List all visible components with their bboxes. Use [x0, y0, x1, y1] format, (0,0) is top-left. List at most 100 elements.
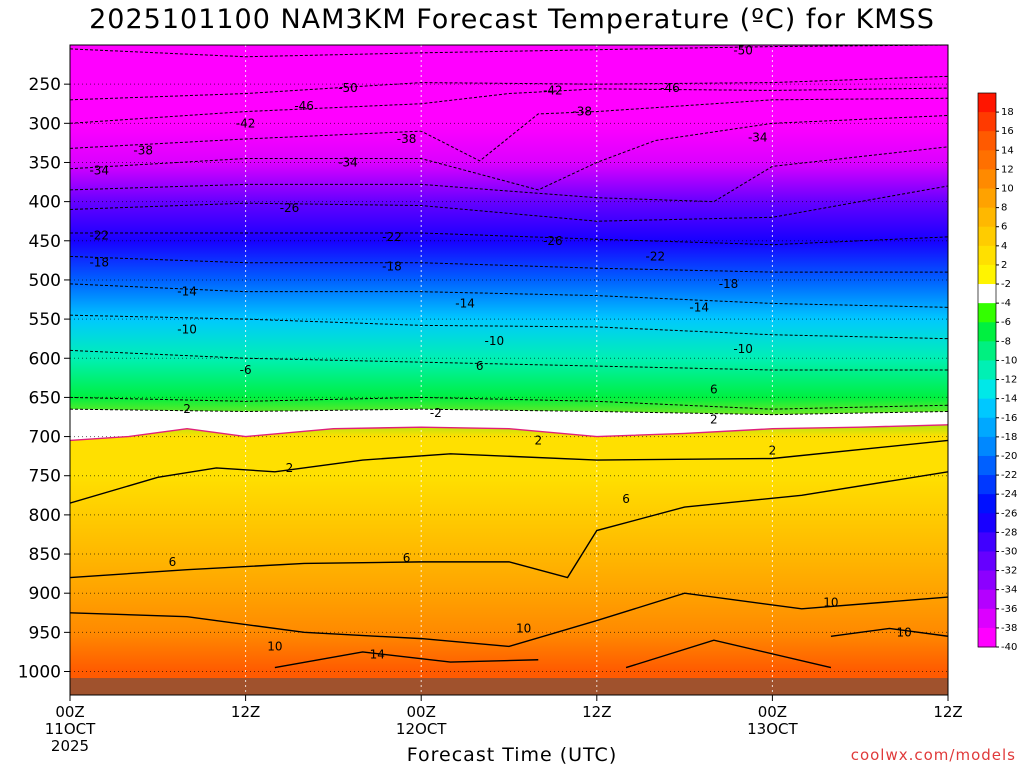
contour-label: -10	[177, 322, 197, 336]
y-tick-label: 300	[29, 114, 61, 134]
colorbar-tick-label: -6	[1001, 317, 1011, 328]
contour-label: -42	[543, 83, 563, 97]
y-tick-label: 400	[29, 193, 61, 213]
contour-label: -46	[660, 81, 680, 95]
colorbar-tick-label: -30	[1001, 546, 1017, 557]
colorbar-swatch	[978, 551, 996, 572]
contour-label: -14	[177, 285, 197, 299]
contour-line	[70, 396, 948, 410]
y-tick-label: 750	[29, 467, 61, 487]
colorbar-swatch	[978, 360, 996, 381]
y-tick-label: 950	[29, 623, 61, 643]
contour-line	[70, 255, 948, 273]
colorbar-tick-label: -38	[1001, 623, 1017, 634]
colorbar-swatch	[978, 93, 996, 113]
colorbar-tick-label: -12	[1001, 375, 1017, 386]
colorbar-swatch	[978, 169, 996, 190]
contour-line	[70, 283, 948, 308]
x-tick-label: 11OCT	[45, 720, 96, 738]
contour-line	[70, 146, 948, 203]
colorbar-swatch	[978, 207, 996, 228]
x-tick-label: 12Z	[933, 703, 962, 721]
contour-label: 10	[267, 639, 282, 653]
colorbar-swatch	[978, 513, 996, 533]
contour-label: -2	[430, 406, 442, 420]
colorbar-tick-label: 18	[1001, 107, 1014, 118]
x-tick-label: 12OCT	[396, 720, 447, 738]
colorbar-swatch	[978, 589, 996, 610]
colorbar-tick-label: -10	[1001, 355, 1017, 366]
colorbar-tick-label: 10	[1001, 184, 1014, 195]
contour-label: -26	[543, 234, 563, 248]
contour-label: 6	[476, 359, 484, 373]
colorbar-swatch	[978, 112, 996, 132]
colorbar-swatch	[978, 608, 996, 629]
colorbar-swatch	[978, 417, 996, 438]
contour-label: -34	[748, 130, 768, 144]
colorbar-tick-label: -8	[1001, 336, 1011, 347]
contour-line	[830, 627, 948, 637]
colorbar-swatch	[978, 532, 996, 552]
x-tick-label: 00Z	[758, 703, 787, 721]
contour-label: 14	[370, 647, 385, 661]
credit-link[interactable]: coolwx.com/models	[850, 746, 1016, 764]
contour-lines	[70, 45, 948, 669]
colorbar-tick-label: -22	[1001, 470, 1017, 481]
contour-line	[70, 424, 948, 442]
colorbar-swatch	[978, 341, 996, 361]
y-tick-label: 600	[29, 349, 61, 369]
y-tick-label: 900	[29, 584, 61, 604]
colorbar-swatch	[978, 455, 996, 476]
contour-label: -38	[133, 144, 153, 158]
x-tick-label: 12Z	[582, 703, 611, 721]
contour-line	[70, 114, 948, 191]
colorbar-tick-label: -40	[1001, 642, 1017, 653]
contour-line	[70, 439, 948, 504]
chart-title: 2025101100 NAM3KM Forecast Temperature (…	[89, 4, 935, 35]
colorbar-tick-label: 6	[1001, 222, 1007, 233]
contour-line	[70, 349, 948, 371]
contour-line	[70, 592, 948, 648]
contour-line	[70, 185, 948, 222]
colorbar: 18 16 14 12 10 8 6 4 2 -2 -4 -6 -8 -10 -12 -14 -16 -18 -20…	[977, 92, 1017, 653]
contour-label: -22	[89, 228, 109, 242]
contour-label: -38	[397, 132, 417, 146]
contour-label: -10	[485, 334, 505, 348]
y-tick-label: 500	[29, 271, 61, 291]
y-tick-label: 250	[29, 75, 61, 95]
contour-label: 6	[622, 492, 630, 506]
colorbar-swatch	[978, 226, 996, 247]
y-axis-ticks: 250 300 350 400 450 500 550 600 650 700 750 800 850 9…	[18, 75, 70, 683]
contour-label: 2	[710, 412, 718, 426]
colorbar-tick-label: -20	[1001, 451, 1017, 462]
x-tick-label: 2025	[51, 737, 89, 755]
colorbar-tick-label: 16	[1001, 126, 1014, 137]
contour-label: -50	[338, 81, 358, 95]
colorbar-swatch	[978, 436, 996, 457]
colorbar-swatch	[978, 570, 996, 591]
y-tick-label: 550	[29, 310, 61, 330]
x-tick-label: 00Z	[407, 703, 436, 721]
y-tick-label: 800	[29, 506, 61, 526]
colorbar-tick-label: 8	[1001, 203, 1007, 214]
colorbar-tick-label: -2	[1001, 279, 1011, 290]
contour-line	[70, 408, 948, 416]
contour-label: -6	[240, 363, 252, 377]
colorbar-swatch	[978, 627, 996, 648]
colorbar-tick-label: -16	[1001, 413, 1017, 424]
contour-label: -34	[338, 155, 358, 169]
colorbar-swatch	[978, 264, 996, 285]
contour-label: -14	[689, 300, 709, 314]
y-tick-label: 850	[29, 545, 61, 565]
colorbar-swatch	[978, 322, 996, 342]
contour-label: -10	[733, 342, 753, 356]
colorbar-swatch	[978, 398, 996, 419]
contour-line	[70, 314, 948, 340]
colorbar-tick-label: -34	[1001, 585, 1017, 596]
contour-label: -22	[646, 249, 666, 263]
x-tick-label: 00Z	[55, 703, 84, 721]
contour-label: 6	[710, 383, 718, 397]
contour-label: -34	[89, 163, 109, 177]
colorbar-tick-label: -26	[1001, 508, 1017, 519]
